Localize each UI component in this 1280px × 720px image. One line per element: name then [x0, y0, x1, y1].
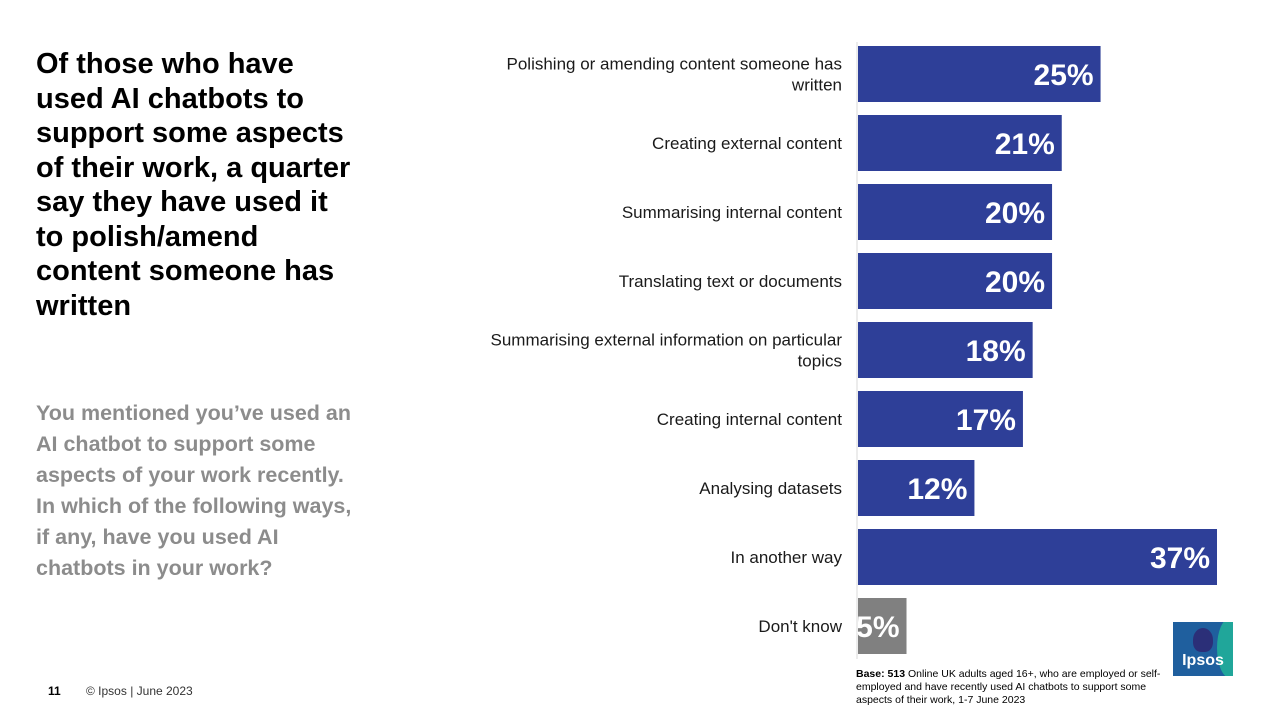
- category-label-line: Translating text or documents: [619, 272, 842, 291]
- base-text: Online UK adults aged 16+, who are emplo…: [856, 668, 1161, 706]
- base-note: Base: 513 Online UK adults aged 16+, who…: [856, 668, 1176, 707]
- category-label-line: Analysing datasets: [699, 479, 842, 498]
- category-label: Summarising internal content: [622, 203, 842, 222]
- bar-value-label: 12%: [907, 473, 967, 506]
- bar-value-label: 37%: [1150, 542, 1210, 575]
- category-label-line: Summarising external information on part…: [491, 331, 843, 350]
- category-label-line: Creating external content: [652, 134, 842, 153]
- copyright: © Ipsos | June 2023: [86, 684, 193, 698]
- survey-question: You mentioned you’ve used an AI chatbot …: [36, 401, 352, 580]
- bar-value-label: 18%: [966, 335, 1026, 368]
- bar-value-label: 5%: [856, 611, 899, 644]
- bar: [858, 184, 1053, 240]
- bar: [858, 115, 1062, 171]
- headline: Of those who have used AI chatbots to su…: [36, 48, 351, 322]
- category-label-line: Summarising internal content: [622, 203, 842, 222]
- logo-wave-shape: [1217, 622, 1233, 676]
- ipsos-logo: Ipsos: [1173, 622, 1233, 676]
- bar: [858, 598, 907, 654]
- bar-value-label: 20%: [985, 266, 1045, 299]
- category-label: Don't know: [758, 617, 842, 636]
- category-label-line: Polishing or amending content someone ha…: [507, 55, 843, 74]
- bar: [858, 253, 1053, 309]
- bar: [858, 322, 1033, 378]
- category-label: Creating external content: [652, 134, 842, 153]
- bar-value-label: 21%: [995, 128, 1055, 161]
- category-label-line: Creating internal content: [657, 410, 843, 429]
- logo-text: Ipsos: [1182, 652, 1224, 669]
- category-label: In another way: [730, 548, 842, 567]
- category-label: Translating text or documents: [619, 272, 842, 291]
- category-label: Creating internal content: [657, 410, 843, 429]
- bar: [858, 529, 1217, 585]
- logo-head-shape: [1193, 628, 1213, 652]
- bar-value-label: 25%: [1034, 59, 1094, 92]
- category-label: Summarising external information on part…: [491, 331, 843, 371]
- bar: [858, 391, 1023, 447]
- base-count: 513: [887, 668, 906, 680]
- base-label: Base:: [856, 668, 885, 680]
- category-label-line: topics: [798, 352, 842, 371]
- category-label-line: written: [791, 76, 842, 95]
- bar: [858, 460, 975, 516]
- category-label: Polishing or amending content someone ha…: [507, 55, 843, 95]
- page-number: 11: [48, 684, 61, 698]
- bar-value-label: 20%: [985, 197, 1045, 230]
- category-label: Analysing datasets: [699, 479, 842, 498]
- bar: [858, 46, 1101, 102]
- category-label-line: Don't know: [758, 617, 842, 636]
- category-label-line: In another way: [730, 548, 842, 567]
- bar-value-label: 17%: [956, 404, 1016, 437]
